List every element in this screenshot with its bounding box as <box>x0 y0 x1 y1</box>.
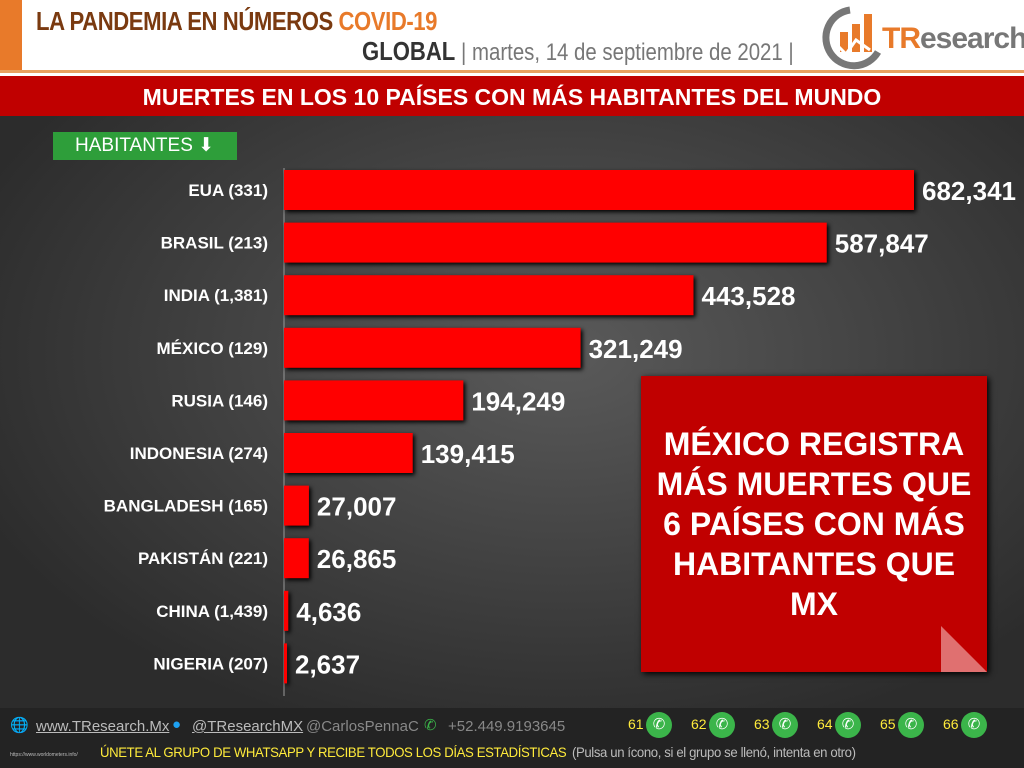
data-label: 27,007 <box>317 492 397 522</box>
sort-label-text: HABITANTES <box>75 135 193 156</box>
page-fold <box>941 626 987 672</box>
header: LA PANDEMIA EN NÚMEROS COVID-19 GLOBAL |… <box>0 0 1024 76</box>
category-label: RUSIA (146) <box>171 391 268 410</box>
accent-bar <box>0 0 22 72</box>
cta-note: (Pulsa un ícono, si el grupo se llenó, i… <box>571 744 856 760</box>
subtitle: GLOBAL | martes, 14 de septiembre de 202… <box>362 36 794 66</box>
chart-title-banner: MUERTES EN LOS 10 PAÍSES CON MÁS HABITAN… <box>0 76 1024 116</box>
source: https://www.worldometers.info/ <box>10 752 78 758</box>
arrow-down-icon: ⬇ <box>198 135 215 156</box>
bar <box>284 433 413 473</box>
bar <box>284 327 581 368</box>
group-number: 66 <box>943 716 959 732</box>
category-label: CHINA (1,439) <box>156 602 268 621</box>
whatsapp-icon[interactable]: ✆ <box>646 712 672 738</box>
data-label: 4,636 <box>296 597 361 627</box>
group-number: 61 <box>628 716 644 732</box>
whatsapp-icon[interactable]: ✆ <box>709 712 735 738</box>
data-label: 139,415 <box>421 439 515 469</box>
footer: 🌐 www.TResearch.Mx ● @TResearchMX @Carlo… <box>0 708 1024 768</box>
twitter-link[interactable]: @TResearchMX <box>192 718 304 735</box>
bar-chart: EUA (331) 682,341 BRASIL (213) 587,847 INDIA… <box>104 168 1016 696</box>
group-number: 64 <box>817 716 833 732</box>
title-text: LA PANDEMIA EN NÚMEROS <box>36 6 333 36</box>
data-label: 321,249 <box>589 334 683 364</box>
data-label: 682,341 <box>922 176 1016 206</box>
bar <box>284 590 289 631</box>
group-number: 63 <box>754 716 770 732</box>
logo: TResearch <box>820 2 1024 72</box>
title-accent: COVID-19 <box>338 6 438 36</box>
whatsapp-icon[interactable]: ✆ <box>835 712 861 738</box>
cta-row: ÚNETE AL GRUPO DE WHATSAPP Y RECIBE TODO… <box>100 744 856 760</box>
group-number: 65 <box>880 716 896 732</box>
data-label: 443,528 <box>702 281 796 311</box>
sort-label: HABITANTES ⬇ <box>53 132 237 160</box>
phone-icon: ✆ <box>424 717 437 734</box>
chart-area: HABITANTES ⬇ EUA (331) 682,341 BRASIL (213… <box>0 116 1024 708</box>
data-label: 587,847 <box>835 229 929 259</box>
data-label: 26,865 <box>317 544 397 574</box>
bar <box>284 485 309 526</box>
category-label: MÉXICO (129) <box>157 339 268 358</box>
logo-icon <box>822 6 882 70</box>
website-link[interactable]: www.TResearch.Mx <box>36 718 170 735</box>
category-label: INDIA (1,381) <box>164 286 268 305</box>
bar <box>284 222 827 263</box>
divider <box>0 70 1024 73</box>
category-label: PAKISTÁN (221) <box>138 549 268 568</box>
twitter-icon: ● <box>172 716 182 733</box>
category-label: INDONESIA (274) <box>130 444 268 463</box>
category-label: BANGLADESH (165) <box>104 497 268 516</box>
whatsapp-icon[interactable]: ✆ <box>772 712 798 738</box>
whatsapp-icon[interactable]: ✆ <box>898 712 924 738</box>
category-label: BRASIL (213) <box>161 234 268 253</box>
bar <box>284 275 694 316</box>
whatsapp-icon[interactable]: ✆ <box>961 712 987 738</box>
bar <box>284 170 914 210</box>
cta: ÚNETE AL GRUPO DE WHATSAPP Y RECIBE TODO… <box>100 744 567 760</box>
bar <box>284 538 309 579</box>
phone-number: +52.449.9193645 <box>448 718 566 735</box>
scope: GLOBAL <box>362 36 455 66</box>
personal-handle: @CarlosPennaC <box>306 718 419 735</box>
bar <box>284 643 287 684</box>
category-label: EUA (331) <box>188 181 268 200</box>
page-title: LA PANDEMIA EN NÚMEROS COVID-19 <box>36 6 437 37</box>
callout-text: MÉXICO REGISTRA MÁS MUERTES QUE 6 PAÍSES… <box>656 426 972 622</box>
date: martes, 14 de septiembre de 2021 <box>472 39 783 66</box>
callout-note: MÉXICO REGISTRA MÁS MUERTES QUE 6 PAÍSES… <box>641 376 987 672</box>
category-label: NIGERIA (207) <box>153 654 268 673</box>
bar <box>284 380 464 421</box>
group-number: 62 <box>691 716 707 732</box>
data-label: 194,249 <box>471 386 565 416</box>
globe-icon: 🌐 <box>10 717 29 734</box>
data-label: 2,637 <box>295 649 360 679</box>
